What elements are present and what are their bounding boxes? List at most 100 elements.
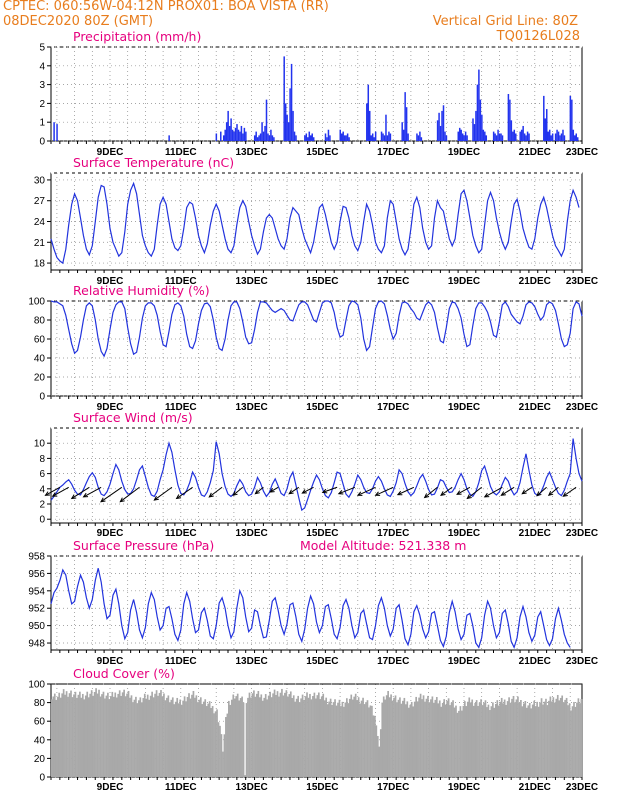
cloud-bar	[356, 700, 358, 777]
bar	[492, 131, 495, 141]
bar	[273, 137, 275, 141]
horizontal-grid	[51, 300, 582, 397]
wind-arrows	[44, 486, 577, 503]
wind-arrow-shaft	[375, 486, 394, 496]
bar	[236, 124, 238, 141]
cloud-bar	[217, 722, 220, 777]
bar	[380, 131, 383, 141]
cloud-bar	[369, 705, 372, 777]
x-tick-label: 9DEC	[97, 656, 124, 667]
wind-arrow-head	[232, 490, 238, 497]
cloud-bar	[138, 700, 140, 777]
wind-arrow	[321, 486, 338, 494]
bar	[481, 114, 483, 141]
cloud-bar	[79, 691, 81, 777]
cloud-bar	[354, 693, 357, 777]
cloud-bar	[456, 712, 459, 777]
cloud-bar	[416, 701, 419, 777]
cloud-bar	[533, 700, 535, 777]
cloud-bar	[474, 702, 476, 777]
bar	[402, 129, 405, 141]
y-ticks: 948 950 952 954 956 958	[28, 552, 51, 650]
bar	[475, 110, 477, 141]
wind-arrow	[153, 486, 173, 501]
wind-arrow-shaft	[209, 486, 223, 498]
wind-arrow-shaft	[176, 486, 193, 499]
y-tick-label: 2	[39, 500, 45, 511]
x-tick-label: 23DEC	[566, 402, 598, 413]
cloud-bar	[382, 696, 385, 777]
wind-arrow-head	[456, 490, 462, 495]
cloud-bar	[351, 699, 354, 777]
y-tick-label: 6	[39, 469, 45, 480]
x-tick-label: 17DEC	[377, 402, 409, 413]
cloud-bar	[573, 701, 575, 777]
bar	[286, 114, 288, 141]
cloud-bar	[397, 699, 400, 777]
cloud-bar	[312, 695, 314, 777]
bar	[501, 135, 504, 141]
cloud-bar	[503, 699, 506, 777]
cloud-bar	[446, 700, 448, 777]
bar	[293, 131, 296, 141]
cloud-bar	[111, 691, 114, 777]
cloud-bar	[152, 697, 155, 777]
cloud-bar	[287, 696, 289, 777]
cloud-bar	[576, 702, 578, 777]
cloud-bar	[73, 694, 75, 777]
cloud-bar	[118, 690, 121, 777]
x-tick-label: 9DEC	[97, 147, 124, 158]
cloud-bar	[245, 703, 248, 777]
wind-arrow-head	[301, 489, 307, 494]
bar	[519, 131, 521, 141]
cloud-bar	[130, 695, 133, 777]
cloud-bar	[360, 700, 363, 777]
x-tick-label: 13DEC	[235, 782, 267, 793]
cloud-bar	[331, 705, 333, 777]
cloud-bar	[121, 692, 124, 777]
x-tick-labels: 9DEC 11DEC 13DEC 15DEC 17DEC 19DEC 21DEC 23DEC	[97, 656, 598, 667]
bar	[267, 133, 269, 141]
wind-arrow	[70, 486, 90, 500]
cloud-bar	[523, 703, 525, 777]
bar	[574, 135, 576, 141]
cloud-bar	[435, 697, 438, 777]
bar	[528, 133, 530, 141]
bar	[326, 137, 328, 141]
x-tick-label: 21DEC	[519, 782, 551, 793]
panel-frame	[50, 300, 583, 397]
x-tick-label: 9DEC	[97, 528, 124, 539]
x-tick-label: 19DEC	[448, 402, 480, 413]
cloud-bar	[343, 706, 345, 777]
bar	[366, 103, 368, 141]
cloud-bar	[562, 702, 565, 777]
cloud-bar	[390, 694, 392, 777]
cloud-bars	[51, 688, 583, 777]
cloud-bar	[112, 696, 115, 777]
cloud-bar	[403, 697, 406, 777]
bar	[576, 137, 579, 141]
bar	[520, 129, 523, 141]
cloud-bar	[465, 706, 468, 777]
wind-line	[50, 438, 583, 512]
bar	[485, 135, 488, 141]
cloud-bar	[170, 699, 173, 777]
cloud-bar	[104, 698, 106, 777]
wind-arrow-shaft	[440, 486, 453, 496]
cloud-bar	[260, 694, 263, 777]
wind-arrow-shaft	[456, 486, 471, 495]
cloud-bar	[261, 700, 264, 777]
bar	[234, 127, 237, 141]
panel-frame	[50, 46, 583, 142]
y-tick-label: 40	[34, 354, 46, 365]
cloud-bar	[514, 702, 516, 777]
cloud-bar	[551, 701, 553, 777]
cloud-bar	[96, 693, 99, 777]
wind-arrow-head	[100, 497, 106, 503]
cloud-bar	[241, 696, 243, 777]
y-tick-label: 950	[28, 621, 45, 632]
cloud-bar	[198, 699, 201, 777]
bar	[550, 135, 552, 141]
wind-arrow-shaft	[71, 486, 90, 499]
cloud-bar	[169, 702, 171, 777]
